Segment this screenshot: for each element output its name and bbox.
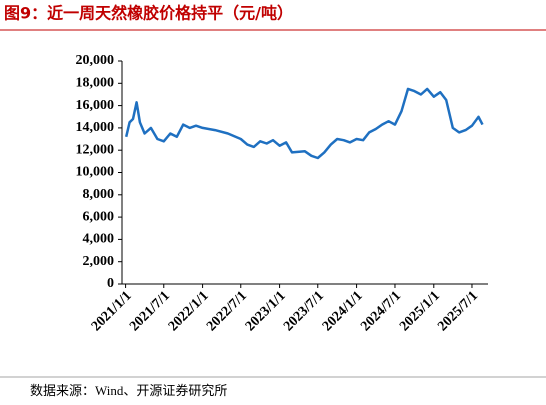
x-tick-label: 2023/1/1	[243, 288, 289, 334]
x-tick-label: 2021/7/1	[127, 288, 173, 334]
line-series	[124, 87, 484, 160]
y-tick-label: 2,000	[83, 254, 115, 269]
y-tick-label: 18,000	[76, 76, 115, 91]
y-tick-label: 16,000	[76, 98, 115, 113]
x-tick-label: 2022/1/1	[166, 288, 212, 334]
chart-title: 图9：近一周天然橡胶价格持平（元/吨）	[4, 4, 293, 23]
y-tick-label: 14,000	[76, 120, 115, 135]
y-tick-label: 12,000	[76, 142, 115, 157]
x-tick-label: 2024/1/1	[320, 288, 366, 334]
source: 数据来源：Wind、开源证券研究所	[30, 383, 227, 398]
x-tick-label: 2021/1/1	[89, 288, 135, 334]
y-tick-label: 4,000	[83, 232, 115, 247]
y-tick-label: 10,000	[76, 165, 115, 180]
x-tick-label: 2022/7/1	[204, 288, 250, 334]
y-tick-label: 20,000	[76, 53, 115, 68]
y-tick-label: 6,000	[83, 209, 115, 224]
x-tick-label: 2025/7/1	[435, 288, 481, 334]
x-tick-label: 2023/7/1	[281, 288, 327, 334]
y-tick-label: 0	[107, 276, 114, 291]
x-tick-label: 2024/7/1	[358, 288, 404, 334]
y-tick-label: 8,000	[83, 187, 115, 202]
x-tick-label: 2025/1/1	[397, 288, 443, 334]
